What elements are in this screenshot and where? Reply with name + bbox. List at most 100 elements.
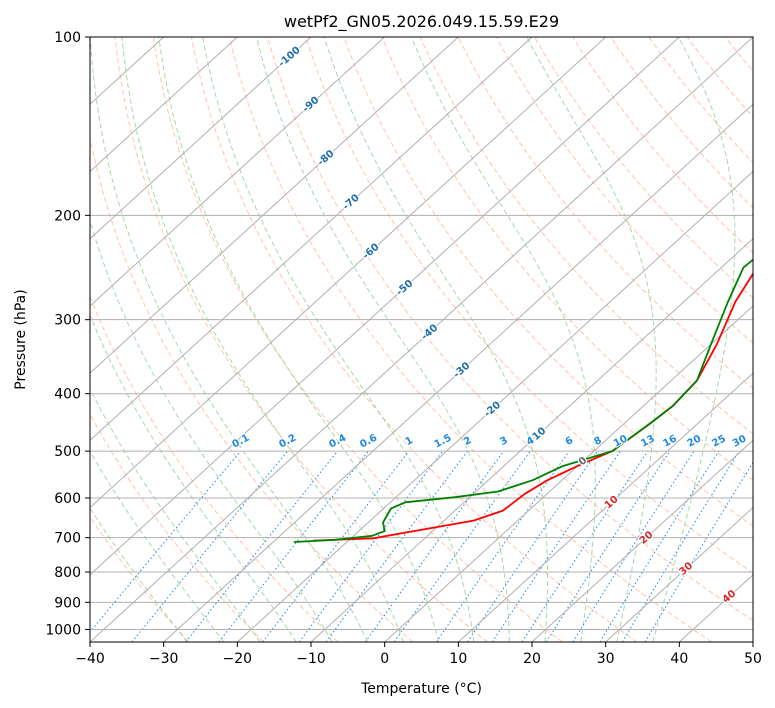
moist-adiabat (323, 37, 548, 642)
mixing-ratio-label: 6 (564, 435, 575, 448)
dry-adiabat (381, 37, 753, 481)
y-tick-label: 700 (54, 531, 81, 547)
dry-adiabat (763, 37, 775, 642)
dry-adiabat (457, 37, 753, 389)
x-tick-label: 20 (523, 651, 541, 667)
x-tick-label: 10 (449, 651, 467, 667)
x-tick-label: 30 (597, 651, 615, 667)
isotherm-line (90, 37, 533, 442)
mixing-ratio-line (436, 450, 570, 642)
isotherm-line (90, 37, 459, 374)
y-tick-label: 500 (54, 444, 81, 460)
isotherm-line (236, 170, 753, 642)
moist-adiabat (158, 37, 439, 642)
mixing-ratio-line (90, 450, 242, 633)
y-tick-label: 200 (54, 208, 81, 224)
chart-title: wetPf2_GN05.2026.049.15.59.E29 (284, 12, 559, 32)
y-tick-label: 900 (54, 595, 81, 611)
mixing-ratio-line (131, 450, 288, 642)
mixing-ratio-line (621, 450, 740, 642)
isotherm-line (163, 103, 753, 642)
x-tick-label: 40 (670, 651, 688, 667)
isotherm-line (90, 37, 312, 240)
series-lines (293, 258, 753, 543)
mixing-ratio-label: 10 (612, 433, 629, 449)
dry-adiabat (267, 37, 753, 622)
x-tick-label: −10 (296, 651, 326, 667)
isotherm-line (90, 37, 753, 642)
x-axis-label: Temperature (°C) (360, 681, 482, 697)
background-lines (90, 37, 775, 642)
isotherm-line (531, 439, 753, 642)
mixing-ratio-label: 13 (639, 433, 656, 449)
y-tick-label: 400 (54, 387, 81, 403)
dry-adiabat (90, 412, 264, 642)
dry-adiabat (534, 37, 753, 299)
mixing-ratio-label: 16 (661, 433, 678, 449)
moist-adiabat (90, 37, 369, 642)
mixing-ratio-line (262, 450, 410, 642)
x-tick-label: 50 (744, 651, 762, 667)
moist-adiabat (90, 387, 261, 642)
dry-adiabat (686, 37, 753, 118)
dry-adiabat (495, 37, 753, 344)
y-axis-label: Pressure (hPa) (13, 289, 29, 389)
mixing-ratio-line (491, 450, 621, 642)
y-tick-label: 1000 (45, 622, 81, 638)
moist-adiabat (90, 450, 225, 642)
mixing-ratio-line (545, 450, 671, 642)
dewpoint-series-line (293, 258, 753, 543)
dry-adiabat (90, 295, 339, 642)
y-tick-label: 600 (54, 491, 81, 507)
dry-adiabat (343, 37, 753, 527)
moist-adiabat (411, 37, 596, 642)
dry-adiabat (190, 37, 638, 642)
dry-adiabat (114, 37, 488, 642)
isotherm-line (90, 37, 607, 509)
mixing-ratio-label: 1 (404, 435, 415, 448)
x-tick-label: −40 (75, 651, 105, 667)
mixing-ratio-line (185, 450, 338, 642)
y-axis-ticks: 100 200 300 400 500 600 700 800 900 1000 (45, 30, 90, 638)
dry-adiabat (152, 37, 563, 642)
moist-adiabat (256, 37, 510, 642)
mixing-ratio-line (298, 450, 444, 642)
mixing-ratio-line (364, 450, 505, 642)
y-tick-label: 800 (54, 565, 81, 581)
mixing-ratio-line (521, 450, 649, 642)
isotherm-line (605, 506, 753, 642)
mixing-ratio-label: 0.4 (327, 433, 348, 451)
moist-adiabat (121, 37, 404, 642)
moist-adiabat (652, 37, 736, 642)
temperature-series-line (313, 272, 753, 542)
moist-adiabat (90, 218, 333, 642)
mixing-ratio-label: 25 (710, 433, 727, 449)
isotherm-line (310, 237, 753, 642)
moist-adiabat (90, 313, 297, 642)
x-tick-label: −20 (223, 651, 253, 667)
isotherm-line (90, 37, 386, 307)
y-tick-label: 300 (54, 313, 81, 329)
mixing-ratio-line (467, 450, 599, 642)
mixing-ratio-line (599, 450, 720, 642)
mixing-ratio-line (572, 450, 695, 642)
moist-adiabat (202, 37, 475, 642)
mixing-ratio-line (325, 450, 468, 642)
background-labels: -100-90-80-70-60-50-40-30-20-10010203040… (230, 44, 750, 607)
dry-adiabat (724, 37, 753, 72)
isotherm-line (90, 37, 238, 173)
dry-adiabat (419, 37, 753, 435)
mixing-ratio-label: 3 (498, 435, 509, 448)
plot-frame (89, 36, 754, 643)
y-tick-label: 100 (54, 30, 81, 46)
isotherm-line (384, 305, 753, 642)
isotherm-line (457, 372, 753, 642)
x-axis-ticks: −40 −30 −20 −10 0 10 20 30 40 50 (75, 642, 762, 667)
dry-adiabat (229, 37, 712, 642)
dry-adiabat (572, 37, 753, 254)
mixing-ratio-line (218, 450, 369, 642)
pressure-gridlines (90, 37, 753, 630)
x-tick-label: 0 (380, 651, 389, 667)
isotherm-line (90, 37, 680, 576)
